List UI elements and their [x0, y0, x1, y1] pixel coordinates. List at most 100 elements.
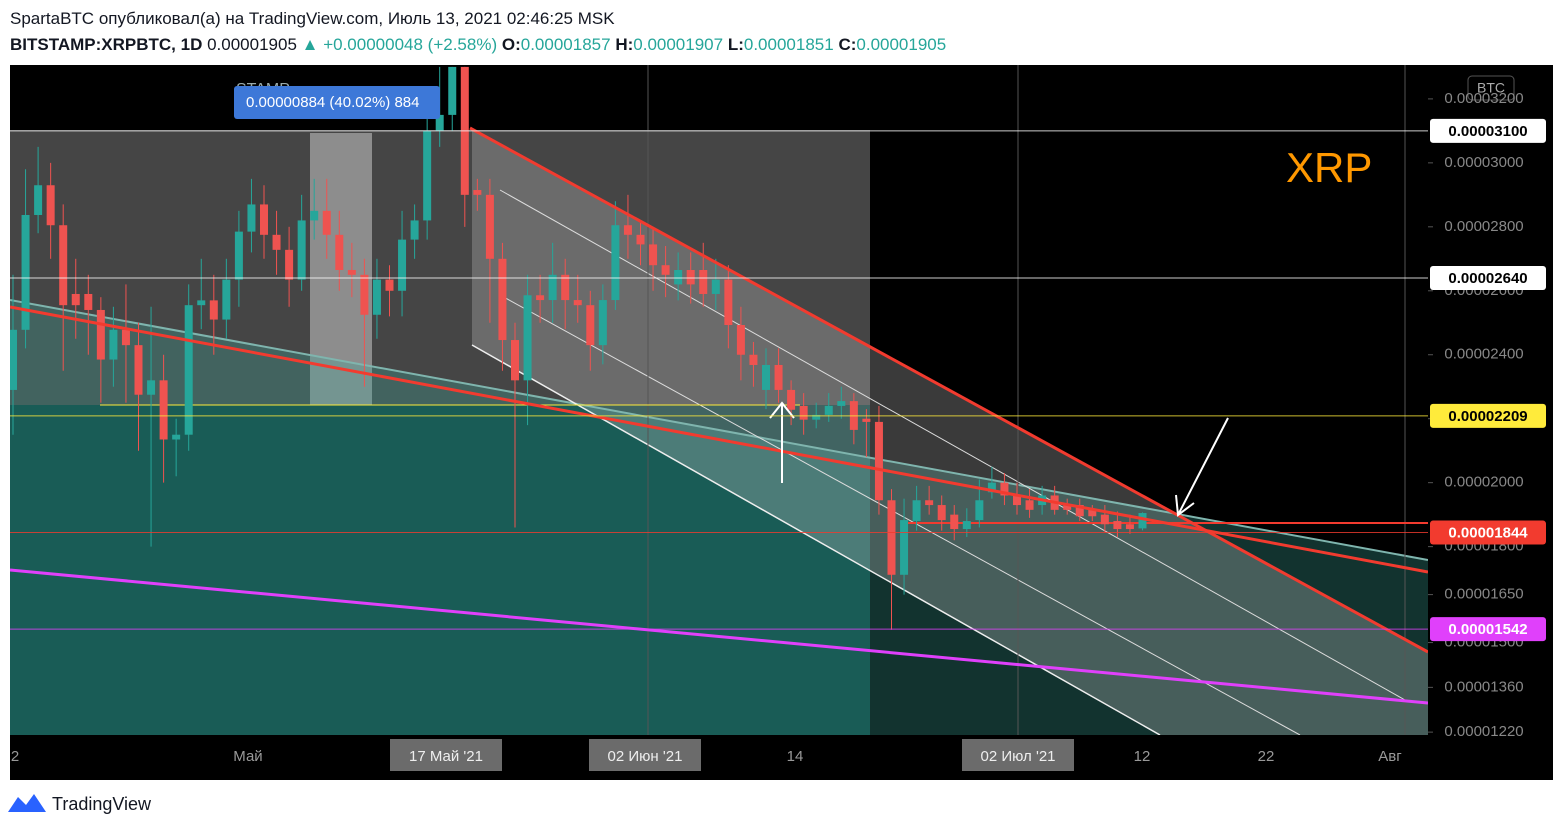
- candle-body: [260, 204, 268, 235]
- l: 0.00001851: [743, 35, 834, 54]
- x-label-box: [962, 739, 1074, 771]
- candle-body: [1138, 513, 1147, 529]
- candle-body: [297, 220, 306, 280]
- header-line-2: BITSTAMP:XRPBTC, 1D 0.00001905 ▲ +0.0000…: [10, 32, 946, 58]
- candle-body: [1125, 524, 1134, 530]
- candle-body: [925, 500, 934, 506]
- y-axis: 0.000032000.000030000.000028000.00002600…: [10, 90, 1546, 740]
- author: SpartaBTC: [10, 9, 95, 28]
- x-tick-label: 14: [787, 748, 804, 765]
- candle-body: [623, 225, 632, 235]
- candle-body: [950, 514, 959, 530]
- annotation: XRP: [1286, 144, 1372, 191]
- candle-body: [423, 130, 432, 221]
- candle-body: [59, 225, 68, 306]
- price-label: 0.00002640: [1448, 270, 1527, 287]
- candle-body: [699, 269, 708, 294]
- candle-body: [762, 364, 770, 390]
- channel-line: [471, 344, 1161, 735]
- symbol: BITSTAMP:XRPBTC, 1D: [10, 35, 203, 54]
- candle-body: [46, 185, 55, 226]
- candle-body: [649, 244, 658, 266]
- candle-body: [975, 500, 984, 521]
- c-label: C:: [838, 35, 857, 54]
- candle-body: [912, 500, 921, 522]
- candle-body: [385, 279, 394, 291]
- candle-body: [824, 405, 833, 415]
- candle-body: [1100, 514, 1109, 525]
- candles: [10, 66, 1147, 630]
- candle-body: [498, 258, 507, 341]
- candle-body: [1000, 482, 1009, 496]
- candle-body: [636, 234, 645, 245]
- trend-line: [10, 299, 1428, 561]
- candle-body: [900, 520, 909, 575]
- candle-body: [71, 293, 80, 306]
- candle-body: [234, 231, 243, 280]
- candle-body: [598, 300, 607, 346]
- price-box: [1430, 118, 1546, 143]
- candle-body: [485, 194, 494, 259]
- y-tick-label: 0.00001650: [1444, 586, 1523, 603]
- zone: [10, 300, 1428, 735]
- o: 0.00001857: [520, 35, 611, 54]
- candle-body: [862, 418, 871, 422]
- currency-box: [1467, 75, 1515, 101]
- last: 0.00001905: [207, 35, 297, 54]
- h-label: H:: [615, 35, 634, 54]
- published: опубликовал(а) на TradingView.com, Июль …: [98, 9, 615, 28]
- candle-body: [536, 295, 545, 301]
- price-label: 0.00001844: [1448, 525, 1528, 542]
- price-box: [1430, 265, 1546, 290]
- price-box: [1430, 617, 1546, 642]
- candle-body: [372, 279, 381, 315]
- y-tick-label: 0.00003000: [1444, 154, 1523, 171]
- candle-body: [134, 345, 143, 395]
- y-tick-label: 0.00002000: [1444, 474, 1523, 491]
- candle-body: [573, 300, 582, 306]
- x-tick-label: 02 Июл '21: [980, 748, 1055, 765]
- candle-body: [1075, 505, 1084, 517]
- candle-body: [159, 380, 168, 440]
- candle-body: [736, 325, 745, 355]
- arrow: [1175, 417, 1229, 517]
- y-tick-label: 0.00003200: [1444, 90, 1523, 107]
- candle-body: [611, 225, 620, 301]
- candle-body: [84, 293, 93, 310]
- candle-body: [674, 269, 683, 285]
- channel-line: [499, 294, 1301, 735]
- candle-body: [10, 329, 17, 390]
- candle-body: [724, 279, 733, 326]
- candle-body: [812, 414, 821, 420]
- header: SpartaBTC опубликовал(а) на TradingView.…: [10, 6, 946, 58]
- change: ▲ +0.00000048 (+2.58%): [301, 35, 498, 54]
- arrow: [769, 401, 795, 483]
- candle-body: [96, 309, 105, 360]
- trend-line: [10, 305, 1428, 574]
- candle-body: [184, 305, 193, 435]
- candle-body: [21, 214, 30, 330]
- candle-body: [34, 185, 43, 215]
- price-label: 0.00003100: [1448, 123, 1527, 140]
- candle-body: [661, 265, 670, 275]
- candle-body: [435, 114, 444, 131]
- candle-body: [686, 269, 695, 285]
- candle-body: [147, 380, 156, 395]
- candle-body: [121, 329, 130, 346]
- candle-body: [247, 204, 256, 232]
- measure-label: 0.00000884 (40.02%) 884: [246, 94, 419, 111]
- candle-body: [222, 279, 231, 320]
- candle-body: [586, 305, 595, 346]
- candle-body: [310, 210, 319, 221]
- candle-body: [937, 505, 946, 521]
- y-tick-label: 0.00001360: [1444, 678, 1523, 695]
- candle-body: [285, 249, 294, 280]
- candle-body: [172, 434, 181, 440]
- price-box: [1430, 403, 1546, 428]
- support-line: [10, 568, 1428, 705]
- trend-line: [469, 126, 1428, 654]
- candle-body: [774, 364, 783, 390]
- candle-body: [473, 190, 482, 195]
- x-tick-label: Май: [233, 748, 262, 765]
